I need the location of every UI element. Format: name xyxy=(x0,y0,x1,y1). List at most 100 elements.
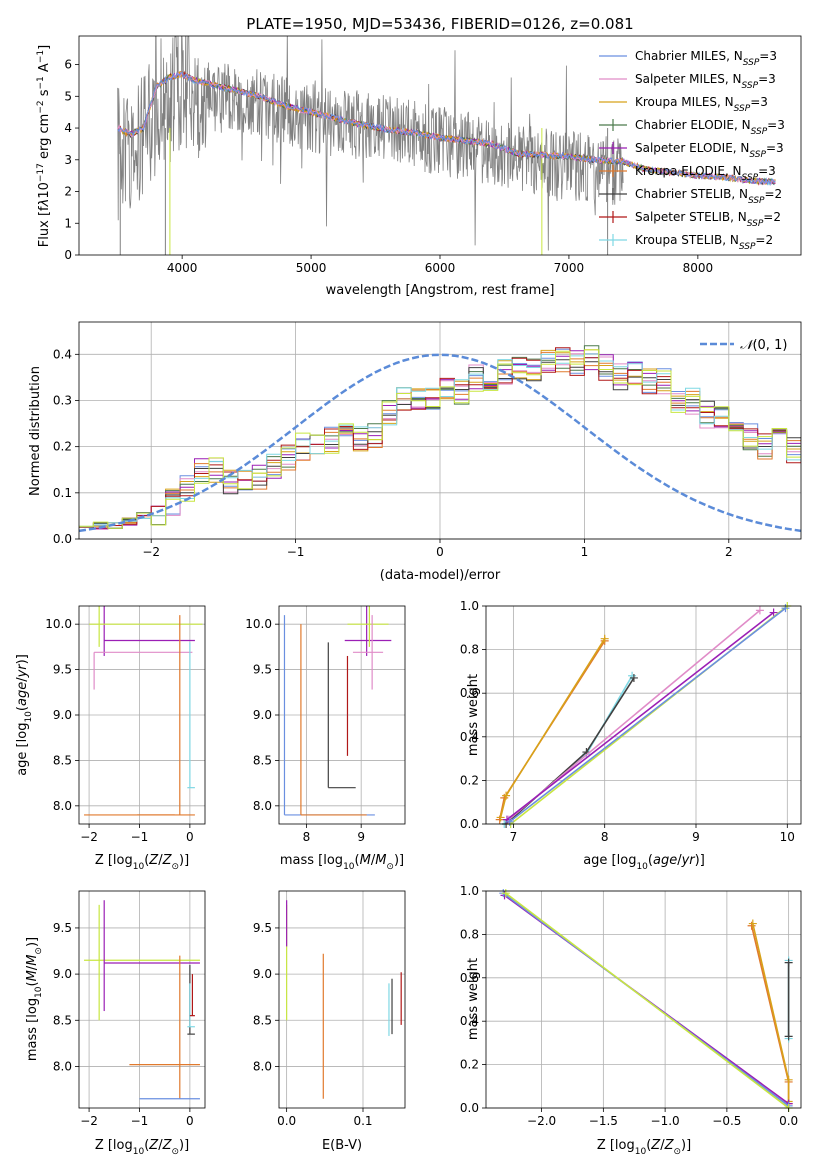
figure-title: PLATE=1950, MJD=53436, FIBERID=0126, z=0… xyxy=(246,15,633,33)
age-vs-metallicity-xtick-label: −1 xyxy=(131,830,149,844)
residual-histogram-panel: −2 −1 0 1 2 0.0 0.1 0.2 0.3 0.4 (data-model)/erro… xyxy=(28,321,802,583)
legend-label-base: Chabrier STELIB, N xyxy=(635,187,748,201)
histogram-ytick-label: 0.2 xyxy=(53,440,72,454)
mass-vs-metallicity-panel: −2 −1 0 8.0 8.5 9.0 9.5 Z [log10(Z/Z⊙)] mass [… xyxy=(25,890,206,1157)
age-vs-metallicity-ytick-label: 10.0 xyxy=(45,617,72,631)
legend-label-sub: SSP xyxy=(749,150,766,160)
legend-label-salpeter_stelib: Salpeter STELIB, NSSP=2 xyxy=(635,210,781,229)
mass-weight-vs-age-ylabel: mass weight xyxy=(466,674,481,756)
histogram-steps xyxy=(79,345,801,533)
age-vs-metallicity-plot-area xyxy=(79,606,205,824)
mass-weight-vs-age-series-salpeter_elodie xyxy=(506,611,775,821)
histogram-plot-area xyxy=(79,322,801,540)
spectrum-panel: 4000 5000 6000 7000 8000 0 1 2 3 4 5 6 wavelength [… xyxy=(36,35,802,298)
legend-label-sub: SSP xyxy=(742,81,759,91)
histogram-step-chabrier_stelib xyxy=(79,359,801,529)
spectrum-axes: 4000 5000 6000 7000 8000 0 1 2 3 4 5 6 xyxy=(64,58,713,275)
age-vs-mass-xtick-label: 8 xyxy=(303,830,311,844)
age-vs-mass-xtick-label: 9 xyxy=(357,830,365,844)
legend-label-base: Salpeter MILES, N xyxy=(635,72,742,86)
age-vs-mass-plot-area xyxy=(279,606,405,824)
mass-weight-vs-age-xtick-label: 7 xyxy=(510,830,518,844)
legend-label-tail: =3 xyxy=(758,164,776,178)
age-vs-metallicity-ytick-label: 8.5 xyxy=(53,753,72,767)
histogram-ytick-label: 0.3 xyxy=(53,393,72,407)
legend-label-tail: =3 xyxy=(759,49,777,63)
histogram-step-chabrier_elodie xyxy=(79,345,801,529)
spectrum-ytick-label: 1 xyxy=(64,216,72,230)
spectrum-xtick-label: 7000 xyxy=(554,261,585,275)
legend-label-base: Kroupa MILES, N xyxy=(635,95,734,109)
mass-vs-metallicity-frame xyxy=(78,890,206,1109)
mass-weight-vs-age-xtick-label: 8 xyxy=(601,830,609,844)
mass-weight-vs-metallicity-series-kroupa_miles xyxy=(752,923,790,1102)
histogram-ytick-label: 0.0 xyxy=(53,532,72,546)
spectrum-xtick-label: 4000 xyxy=(167,261,198,275)
histogram-step-lime xyxy=(79,349,801,529)
mass-weight-vs-age-ytick-label: 0.2 xyxy=(460,773,479,787)
legend-label-base: Kroupa ELODIE, N xyxy=(635,164,742,178)
mass-weight-vs-age-series-chabrier_miles xyxy=(509,607,786,823)
mass-weight-vs-metallicity-ytick-label: 0.2 xyxy=(460,1058,479,1072)
mass-vs-ebv-ytick-label: 8.5 xyxy=(253,1013,272,1027)
mass-vs-metallicity-plot-area xyxy=(79,891,205,1108)
mass-weight-vs-age-ytick-label: 0.6 xyxy=(460,686,479,700)
legend-label-tail: =3 xyxy=(766,141,784,155)
mass-weight-vs-metallicity-xtick-label: −0.5 xyxy=(712,1114,741,1128)
spectrum-xlabel: wavelength [Angstrom, rest frame] xyxy=(326,283,555,298)
mass-weight-vs-age-ytick-label: 0.0 xyxy=(460,817,479,831)
mass-weight-vs-metallicity-axes: −2.0 −1.5 −1.0 −0.5 0.0 0.0 0.2 0.4 0.6 0.8 1.0 xyxy=(460,884,798,1128)
mass-weight-vs-age-frame xyxy=(485,605,802,825)
histogram-step-salpeter_stelib xyxy=(79,347,801,529)
age-vs-metallicity-ytick-label: 8.0 xyxy=(53,799,72,813)
mass-weight-vs-age-point-salpeter_miles xyxy=(755,606,764,615)
legend-label-kroupa_elodie: Kroupa ELODIE, NSSP=3 xyxy=(635,164,776,183)
mass-weight-vs-age-point-salpeter_elodie xyxy=(769,608,778,617)
spectrum-ytick-label: 4 xyxy=(64,121,72,135)
legend-label-sub: SSP xyxy=(747,219,764,229)
mass-weight-vs-metallicity-series-lime xyxy=(505,892,790,1109)
legend-label-base: Kroupa STELIB, N xyxy=(635,233,739,247)
age-vs-mass-axes: 8 9 8.0 8.5 9.0 9.5 10.0 xyxy=(245,617,365,844)
mass-vs-ebv-axes: 0.0 0.1 8.0 8.5 9.0 9.5 xyxy=(253,921,373,1128)
age-vs-mass-panel: 8 9 8.0 8.5 9.0 9.5 10.0 mass [log10(M/M⊙)] xyxy=(245,605,406,872)
mass-weight-vs-metallicity-ylabel: mass weight xyxy=(466,958,481,1040)
age-vs-metallicity-panel: −2 −1 0 8.0 8.5 9.0 9.5 10.0 Z [log10(Z/Z⊙)] ag… xyxy=(15,605,206,872)
age-vs-mass-ytick-label: 10.0 xyxy=(245,617,272,631)
spectrum-xtick-label: 8000 xyxy=(683,261,714,275)
legend-label-tail: =2 xyxy=(755,233,773,247)
mass-vs-ebv-panel: 0.0 0.1 8.0 8.5 9.0 9.5 E(B-V) xyxy=(253,890,406,1153)
age-vs-metallicity-ytick-label: 9.0 xyxy=(53,708,72,722)
mass-weight-vs-metallicity-ytick-label: 0.6 xyxy=(460,971,479,985)
legend-label-chabrier_stelib: Chabrier STELIB, NSSP=2 xyxy=(635,187,782,206)
legend-label-salpeter_miles: Salpeter MILES, NSSP=3 xyxy=(635,72,776,91)
mass-weight-vs-metallicity-plot-area xyxy=(486,889,801,1112)
mass-weight-vs-age-point-kroupa_miles xyxy=(600,634,609,643)
spectrum-plot-area xyxy=(117,36,776,255)
histogram-xtick-label: −2 xyxy=(142,545,160,559)
histogram-ytick-label: 0.4 xyxy=(53,347,72,361)
age-vs-metallicity-ytick-label: 9.5 xyxy=(53,663,72,677)
mass-vs-ebv-plot-area xyxy=(279,891,405,1108)
histogram-legend: 𝒩(0, 1) xyxy=(700,338,787,353)
mass-weight-vs-metallicity-xlabel: Z [log10(Z/Z⊙)] xyxy=(597,1138,691,1157)
spectrum-xtick-label: 6000 xyxy=(425,261,456,275)
spectrum-ytick-label: 6 xyxy=(64,58,72,72)
mass-weight-vs-metallicity-point-kroupa_miles xyxy=(784,1075,793,1084)
mass-vs-metallicity-xtick-label: 0 xyxy=(186,1114,194,1128)
histogram-xtick-label: 0 xyxy=(436,545,444,559)
histogram-ytick-label: 0.1 xyxy=(53,486,72,500)
mass-weight-vs-metallicity-panel: −2.0 −1.5 −1.0 −0.5 0.0 0.0 0.2 0.4 0.6 0.8 1.0 Z … xyxy=(460,884,802,1157)
legend-label-tail: =3 xyxy=(750,95,768,109)
legend-label-sub: SSP xyxy=(742,173,759,183)
histogram-xtick-label: −1 xyxy=(287,545,305,559)
spectrum-xtick-label: 5000 xyxy=(296,261,327,275)
normal-legend-label: 𝒩(0, 1) xyxy=(740,338,787,353)
age-vs-metallicity-ylabel: age [log10(age/yr)] xyxy=(15,654,34,776)
mass-vs-metallicity-xtick-label: −2 xyxy=(80,1114,98,1128)
mass-weight-vs-metallicity-series-kroupa_elodie xyxy=(750,925,790,1104)
histogram-step-kroupa_stelib xyxy=(79,353,801,527)
mass-vs-ebv-xtick-label: 0.1 xyxy=(353,1114,372,1128)
